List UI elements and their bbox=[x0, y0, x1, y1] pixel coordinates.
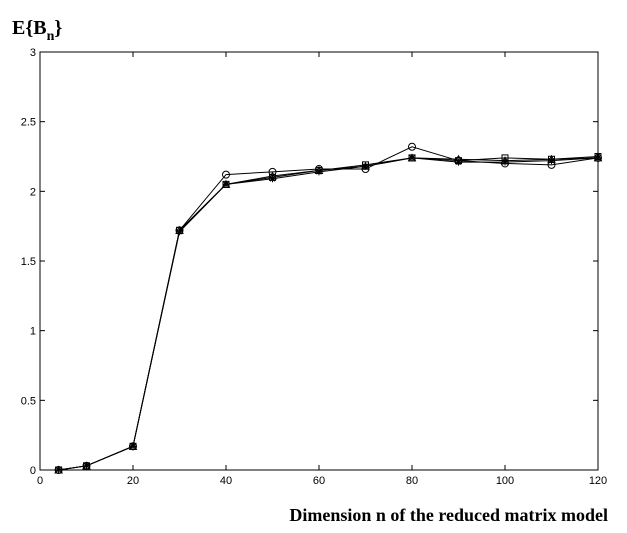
y-axis-label-main: E{B bbox=[12, 17, 47, 39]
y-tick-label: 1 bbox=[30, 326, 36, 338]
series-line-triangle bbox=[58, 157, 599, 471]
data-point-asterisk bbox=[594, 154, 602, 162]
plot-frame bbox=[39, 51, 599, 471]
data-point-triangle bbox=[593, 153, 603, 162]
data-point-triangle bbox=[82, 461, 91, 470]
x-tick-label: 120 bbox=[589, 475, 607, 487]
data-point-triangle bbox=[221, 179, 231, 188]
data-point-triangle bbox=[500, 156, 510, 165]
y-tick-label: 0 bbox=[30, 465, 36, 477]
data-point-triangle bbox=[454, 154, 463, 163]
data-point-circle bbox=[222, 170, 230, 179]
y-tick-label: 1.5 bbox=[21, 256, 36, 268]
series-line-circle bbox=[58, 146, 599, 471]
data-point-triangle bbox=[128, 441, 138, 450]
data-point-triangle bbox=[175, 225, 184, 234]
x-tick-label: 100 bbox=[496, 475, 514, 487]
x-tick-label: 80 bbox=[406, 475, 418, 487]
data-point-asterisk bbox=[548, 157, 555, 165]
data-point-triangle bbox=[268, 171, 277, 180]
data-point-circle bbox=[408, 142, 416, 151]
data-point-triangle bbox=[407, 153, 417, 162]
series-line-asterisk bbox=[58, 157, 599, 471]
data-point-triangle bbox=[547, 154, 556, 163]
data-point-asterisk bbox=[501, 158, 509, 166]
data-point-asterisk bbox=[315, 168, 323, 176]
x-tick-label: 40 bbox=[220, 475, 232, 487]
x-tick-label: 60 bbox=[313, 475, 325, 487]
x-tick-label: 20 bbox=[127, 475, 139, 487]
y-tick-label: 2.5 bbox=[21, 117, 36, 129]
y-axis-label-close: } bbox=[54, 17, 62, 39]
x-tick-label: 0 bbox=[37, 475, 43, 487]
y-tick-label: 3 bbox=[30, 47, 36, 59]
data-point-triangle bbox=[361, 161, 370, 170]
series-line-square bbox=[58, 156, 599, 471]
y-tick-label: 2 bbox=[30, 186, 36, 198]
data-point-triangle bbox=[314, 165, 324, 174]
plot-area: 0 20 40 60 80 100 120 0 0.5 1 1.5 2 2.5 3 bbox=[21, 47, 607, 487]
data-point-triangle bbox=[54, 465, 63, 474]
y-axis-label-subscript: n bbox=[47, 29, 55, 44]
y-axis-label: E{Bn} bbox=[12, 17, 62, 44]
y-tick-label: 0.5 bbox=[21, 395, 36, 407]
x-axis-label: Dimension n of the reduced matrix model bbox=[289, 505, 608, 525]
